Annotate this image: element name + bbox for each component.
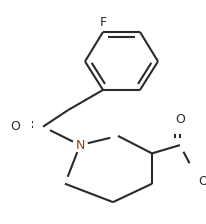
Text: O: O — [175, 113, 185, 126]
Text: F: F — [99, 16, 107, 29]
Text: O: O — [10, 120, 20, 133]
Text: N: N — [75, 139, 85, 152]
Text: OH: OH — [198, 174, 206, 187]
